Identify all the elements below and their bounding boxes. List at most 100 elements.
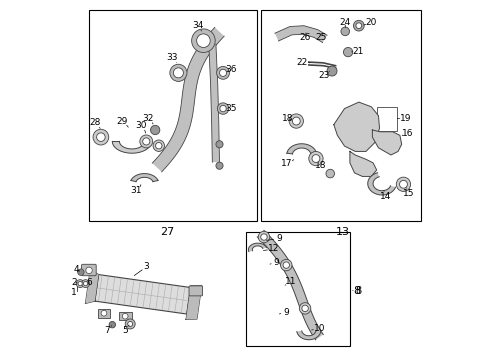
Circle shape — [301, 305, 307, 312]
Bar — [119, 312, 131, 320]
Circle shape — [216, 66, 229, 79]
Text: 8: 8 — [353, 286, 360, 296]
Text: 11: 11 — [285, 277, 296, 286]
Polygon shape — [286, 144, 316, 154]
Circle shape — [173, 68, 183, 78]
Polygon shape — [333, 102, 379, 152]
Text: 21: 21 — [352, 47, 363, 56]
Circle shape — [142, 138, 149, 145]
Text: 9: 9 — [283, 308, 289, 317]
Text: 1: 1 — [71, 288, 77, 297]
Polygon shape — [274, 26, 326, 42]
Circle shape — [169, 64, 186, 81]
Text: 30: 30 — [135, 121, 146, 130]
FancyBboxPatch shape — [189, 286, 202, 296]
Text: 33: 33 — [166, 53, 177, 62]
Circle shape — [311, 155, 319, 162]
Text: 29: 29 — [116, 117, 127, 126]
Polygon shape — [85, 270, 99, 303]
Circle shape — [150, 125, 160, 135]
Polygon shape — [367, 173, 395, 195]
Circle shape — [219, 69, 226, 76]
Circle shape — [97, 133, 105, 141]
Polygon shape — [248, 243, 266, 252]
Text: 2: 2 — [71, 278, 77, 287]
Circle shape — [260, 234, 266, 240]
Text: 35: 35 — [224, 104, 236, 113]
Text: 18: 18 — [315, 161, 326, 170]
Circle shape — [280, 259, 291, 271]
Circle shape — [86, 267, 92, 274]
Polygon shape — [372, 130, 401, 155]
Circle shape — [353, 20, 364, 31]
Text: 23: 23 — [318, 71, 329, 80]
Text: 25: 25 — [315, 33, 326, 42]
Circle shape — [217, 103, 228, 114]
Circle shape — [122, 313, 128, 319]
Text: 19: 19 — [399, 114, 410, 123]
Circle shape — [308, 152, 323, 166]
Text: 26: 26 — [299, 33, 310, 42]
Text: 4: 4 — [73, 265, 79, 274]
Circle shape — [292, 117, 300, 125]
Circle shape — [399, 180, 407, 188]
Text: 24: 24 — [339, 18, 350, 27]
Circle shape — [216, 141, 223, 148]
Circle shape — [76, 280, 84, 288]
Text: 18: 18 — [281, 114, 292, 123]
Bar — [260, 10, 421, 221]
Polygon shape — [208, 44, 219, 162]
Polygon shape — [152, 27, 224, 172]
Circle shape — [216, 162, 223, 169]
Circle shape — [81, 280, 89, 288]
Text: 9: 9 — [273, 258, 279, 267]
Circle shape — [258, 231, 269, 243]
Circle shape — [155, 143, 162, 149]
Polygon shape — [131, 174, 158, 182]
Circle shape — [125, 319, 135, 329]
Circle shape — [220, 105, 226, 112]
Text: 13: 13 — [335, 227, 349, 237]
Circle shape — [93, 129, 108, 145]
Text: 20: 20 — [365, 18, 376, 27]
Text: 7: 7 — [104, 325, 110, 334]
Text: 16: 16 — [402, 129, 413, 138]
Circle shape — [288, 114, 303, 128]
Circle shape — [191, 29, 215, 53]
Text: 34: 34 — [192, 21, 203, 30]
Text: 36: 36 — [224, 66, 236, 75]
Text: 5: 5 — [122, 325, 127, 334]
Bar — [376, 108, 397, 131]
Polygon shape — [296, 331, 320, 340]
Text: 32: 32 — [142, 114, 153, 123]
Polygon shape — [349, 152, 376, 176]
Bar — [97, 309, 110, 318]
Text: 22: 22 — [296, 58, 307, 67]
Circle shape — [153, 140, 164, 152]
Text: 17: 17 — [280, 159, 291, 168]
Text: 27: 27 — [160, 227, 175, 237]
Circle shape — [299, 303, 310, 314]
Bar — [89, 10, 257, 221]
Circle shape — [101, 310, 106, 316]
Text: 8: 8 — [355, 286, 361, 296]
Bar — [246, 232, 349, 346]
Text: 31: 31 — [130, 186, 142, 195]
Text: 6: 6 — [86, 278, 92, 287]
Polygon shape — [95, 275, 190, 314]
Circle shape — [340, 27, 349, 36]
Text: 10: 10 — [313, 324, 325, 333]
Text: 3: 3 — [143, 262, 149, 271]
Circle shape — [395, 177, 410, 192]
Text: 9: 9 — [275, 234, 281, 243]
Circle shape — [355, 23, 361, 28]
Polygon shape — [257, 230, 323, 340]
Polygon shape — [112, 141, 151, 153]
Circle shape — [127, 321, 132, 327]
Polygon shape — [186, 285, 201, 319]
FancyBboxPatch shape — [81, 264, 96, 276]
Circle shape — [78, 282, 82, 286]
Circle shape — [140, 135, 152, 148]
Circle shape — [196, 34, 210, 48]
Circle shape — [343, 48, 352, 57]
